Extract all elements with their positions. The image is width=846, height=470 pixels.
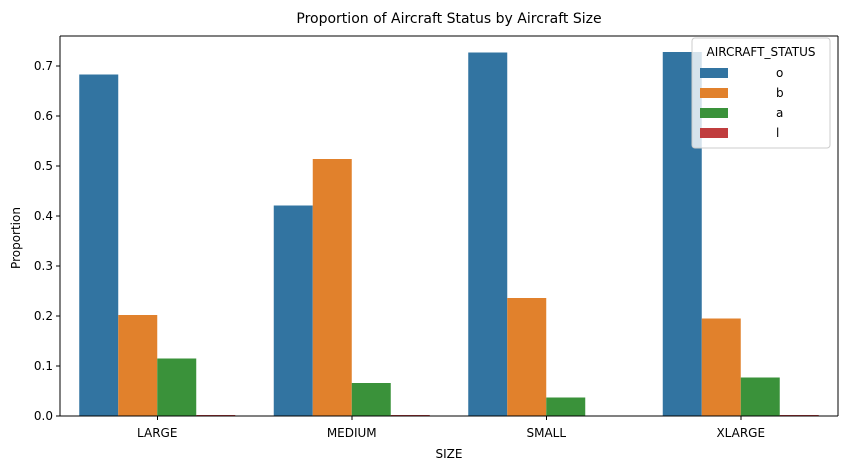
bar-o-small <box>468 52 508 416</box>
legend-label-b: b <box>776 86 784 100</box>
bar-b-medium <box>312 159 352 416</box>
x-tick-label: MEDIUM <box>327 426 377 440</box>
legend-title: AIRCRAFT_STATUS <box>707 45 816 59</box>
legend-label-a: a <box>776 106 783 120</box>
bar-b-small <box>507 298 547 416</box>
chart-title: Proportion of Aircraft Status by Aircraf… <box>296 11 601 27</box>
bar-o-medium <box>273 205 313 416</box>
bar-a-large <box>157 358 197 416</box>
y-tick-label: 0.5 <box>34 159 53 173</box>
y-tick-label: 0.2 <box>34 309 53 323</box>
y-tick-label: 0.3 <box>34 259 53 273</box>
y-tick-label: 0.6 <box>34 109 53 123</box>
legend-swatch-b <box>700 88 728 98</box>
bar-o-large <box>79 74 119 416</box>
bar-a-medium <box>351 383 391 416</box>
legend-swatch-l <box>700 128 728 138</box>
legend-swatch-a <box>700 108 728 118</box>
y-tick-label: 0.4 <box>34 209 53 223</box>
x-tick-label: LARGE <box>137 426 177 440</box>
bar-a-small <box>546 397 586 416</box>
bars-group <box>79 52 819 416</box>
y-tick-label: 0.1 <box>34 359 53 373</box>
legend-label-l: l <box>776 126 779 140</box>
x-tick-label: SMALL <box>526 426 566 440</box>
y-tick-label: 0.0 <box>34 409 53 423</box>
axes-group: 0.0 0.1 0.2 0.3 0.4 0.5 0.6 0.7 LARGE MEDIUM SMALL… <box>34 35 839 440</box>
legend-frame <box>691 37 831 149</box>
x-axis-title: SIZE <box>436 447 463 461</box>
legend-label-o: o <box>776 66 783 80</box>
bar-a-xlarge <box>740 377 780 416</box>
bar-b-xlarge <box>701 318 741 416</box>
legend-swatch-o <box>700 68 728 78</box>
bar-b-large <box>118 315 158 416</box>
y-axis-title: Proportion <box>9 207 23 269</box>
x-tick-label: XLARGE <box>716 426 765 440</box>
y-tick-label: 0.7 <box>34 59 53 73</box>
